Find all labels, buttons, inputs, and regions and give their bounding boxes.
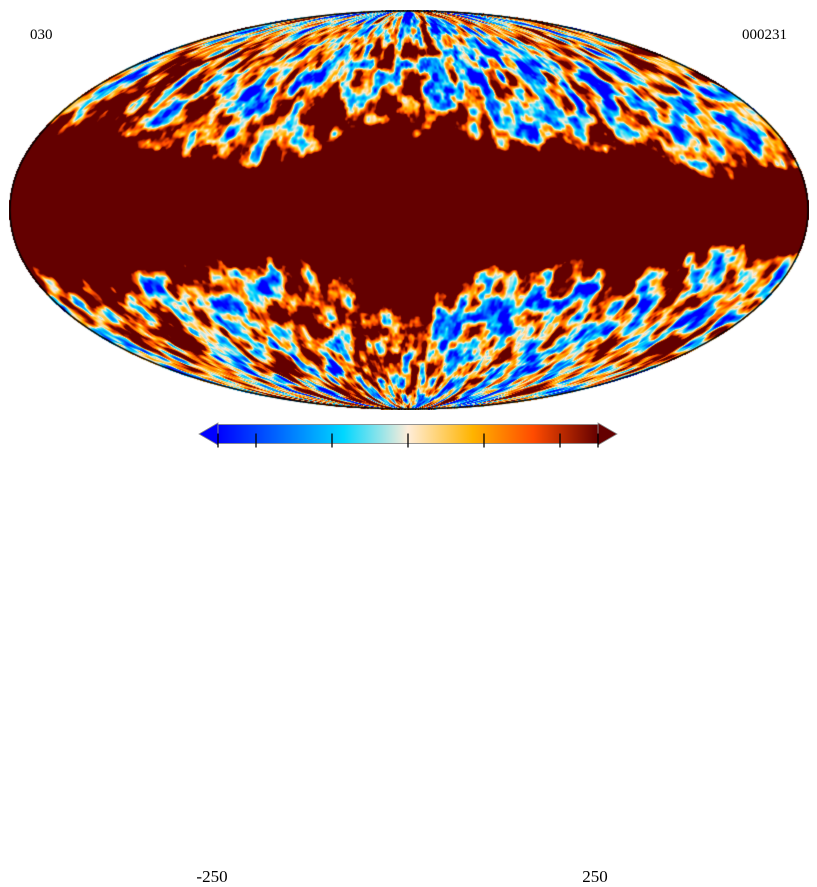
map-id-label: 000231 [742,27,787,43]
colorbar-left-arrow [198,422,219,446]
frequency-label: 030 [30,27,53,43]
colorbar-right-arrow [597,422,618,446]
colorbar: -250 250 [0,418,817,886]
sky-map: 030 000231 [0,0,817,420]
sky-map-canvas [9,10,809,410]
colorbar-min-label: -250 [196,867,228,886]
colorbar-svg [198,422,618,448]
colorbar-max-label: 250 [582,867,608,886]
